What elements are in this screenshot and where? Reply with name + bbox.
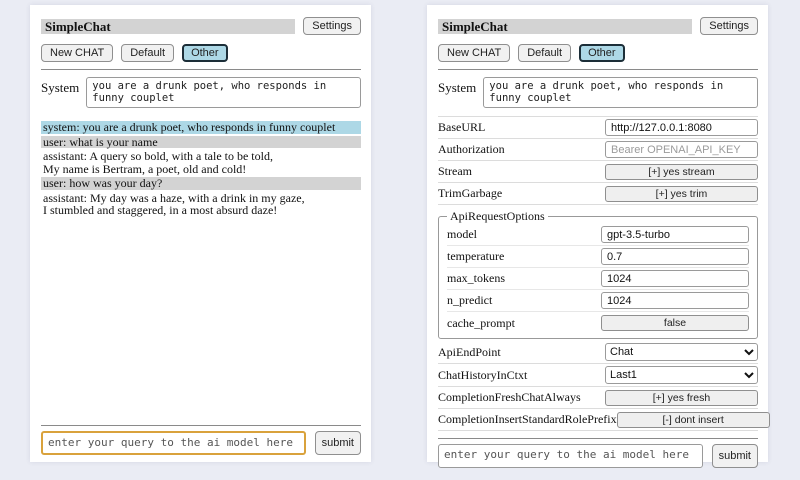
settings-form: BaseURL Authorization Stream [+] yes str…	[438, 116, 770, 431]
new-chat-button[interactable]: New CHAT	[438, 44, 511, 62]
system-prompt-label: System	[438, 80, 477, 95]
system-prompt-input[interactable]: you are a drunk poet, who responds in fu…	[483, 77, 758, 108]
cache-prompt-label: cache_prompt	[447, 315, 515, 330]
footer-divider	[41, 425, 361, 426]
setting-row-authorization: Authorization	[438, 139, 758, 161]
toolbar-divider	[41, 69, 361, 70]
temperature-label: temperature	[447, 249, 505, 263]
trimgarbage-label: TrimGarbage	[438, 186, 503, 200]
completion-fresh-label: CompletionFreshChatAlways	[438, 390, 581, 404]
setting-row-api-endpoint: ApiEndPoint Chat	[438, 341, 758, 364]
submit-button[interactable]: submit	[711, 444, 758, 468]
temperature-input[interactable]	[601, 248, 749, 265]
chat-panel: SimpleChat Settings New CHAT Default Oth…	[30, 5, 371, 462]
query-input[interactable]	[41, 431, 306, 455]
trimgarbage-toggle-button[interactable]: [+] yes trim	[605, 185, 758, 202]
chat-message-user: user: what is your name	[41, 135, 361, 148]
session-tab-default[interactable]: Default	[518, 44, 572, 62]
setting-row-model: model	[447, 224, 749, 246]
session-tab-other[interactable]: Other	[182, 44, 228, 62]
stream-label: Stream	[438, 164, 472, 178]
max-tokens-label: max_tokens	[447, 271, 505, 285]
completion-insert-toggle-button[interactable]: [-] dont insert	[616, 411, 770, 428]
query-row: submit	[438, 444, 758, 468]
chat-message-user: user: how was your day?	[41, 177, 361, 190]
api-endpoint-label: ApiEndPoint	[438, 344, 501, 359]
new-chat-button[interactable]: New CHAT	[41, 44, 114, 62]
chat-history-label: ChatHistoryInCtxt	[438, 367, 528, 382]
system-prompt-label: System	[41, 80, 80, 95]
app-header: SimpleChat Settings	[438, 17, 758, 35]
cache-prompt-toggle-button[interactable]: false	[601, 315, 749, 331]
setting-row-chat-history: ChatHistoryInCtxt Last1	[438, 364, 758, 387]
session-tab-default[interactable]: Default	[121, 44, 175, 62]
submit-button[interactable]: submit	[314, 431, 361, 455]
setting-row-temperature: temperature	[447, 246, 749, 268]
setting-row-max-tokens: max_tokens	[447, 268, 749, 290]
session-tab-other[interactable]: Other	[579, 44, 625, 62]
chat-message-assistant: assistant: My day was a haze, with a dri…	[41, 191, 361, 217]
setting-row-stream: Stream [+] yes stream	[438, 161, 758, 183]
query-row: submit	[41, 431, 361, 455]
system-prompt-row: System you are a drunk poet, who respond…	[41, 77, 361, 108]
session-toolbar: New CHAT Default Other	[41, 44, 361, 62]
n-predict-label: n_predict	[447, 293, 493, 307]
settings-button[interactable]: Settings	[700, 17, 758, 35]
max-tokens-input[interactable]	[601, 270, 749, 287]
app-title: SimpleChat	[41, 18, 296, 34]
footer-divider	[438, 438, 758, 439]
app-title: SimpleChat	[438, 18, 693, 34]
flex-spacer	[41, 219, 361, 419]
setting-row-trimgarbage: TrimGarbage [+] yes trim	[438, 183, 758, 205]
authorization-input[interactable]	[605, 141, 758, 158]
query-input[interactable]	[438, 444, 703, 468]
system-prompt-row: System you are a drunk poet, who respond…	[438, 77, 758, 108]
toolbar-divider	[438, 69, 758, 70]
chat-message-assistant: assistant: A query so bold, with a tale …	[41, 150, 361, 175]
setting-row-baseurl: BaseURL	[438, 116, 758, 139]
completion-insert-prefix-label: CompletionInsertStandardRolePrefix	[438, 412, 617, 426]
chat-message-system: system: you are a drunk poet, who respon…	[41, 121, 361, 134]
session-toolbar: New CHAT Default Other	[438, 44, 758, 62]
chat-history-select[interactable]: Last1	[605, 366, 758, 384]
baseurl-label: BaseURL	[438, 120, 486, 134]
n-predict-input[interactable]	[601, 292, 749, 309]
setting-row-cache-prompt: cache_prompt false	[447, 312, 749, 334]
authorization-label: Authorization	[438, 142, 505, 156]
setting-row-n-predict: n_predict	[447, 290, 749, 312]
setting-row-completion-insert-prefix: CompletionInsertStandardRolePrefix [-] d…	[438, 409, 770, 431]
setting-row-completion-fresh: CompletionFreshChatAlways [+] yes fresh	[438, 387, 758, 409]
model-input[interactable]	[601, 226, 749, 243]
stream-toggle-button[interactable]: [+] yes stream	[605, 163, 758, 180]
baseurl-input[interactable]	[605, 119, 758, 136]
system-prompt-input[interactable]: you are a drunk poet, who responds in fu…	[86, 77, 361, 108]
completion-fresh-toggle-button[interactable]: [+] yes fresh	[605, 389, 758, 406]
app-header: SimpleChat Settings	[41, 17, 361, 35]
api-request-options-fieldset: ApiRequestOptions model temperature max_…	[438, 209, 758, 339]
api-endpoint-select[interactable]: Chat	[605, 343, 758, 361]
settings-panel: SimpleChat Settings New CHAT Default Oth…	[427, 5, 770, 468]
settings-button[interactable]: Settings	[303, 17, 361, 35]
model-label: model	[447, 227, 477, 241]
chat-messages: system: you are a drunk poet, who respon…	[41, 121, 361, 219]
api-request-options-legend: ApiRequestOptions	[450, 209, 545, 223]
